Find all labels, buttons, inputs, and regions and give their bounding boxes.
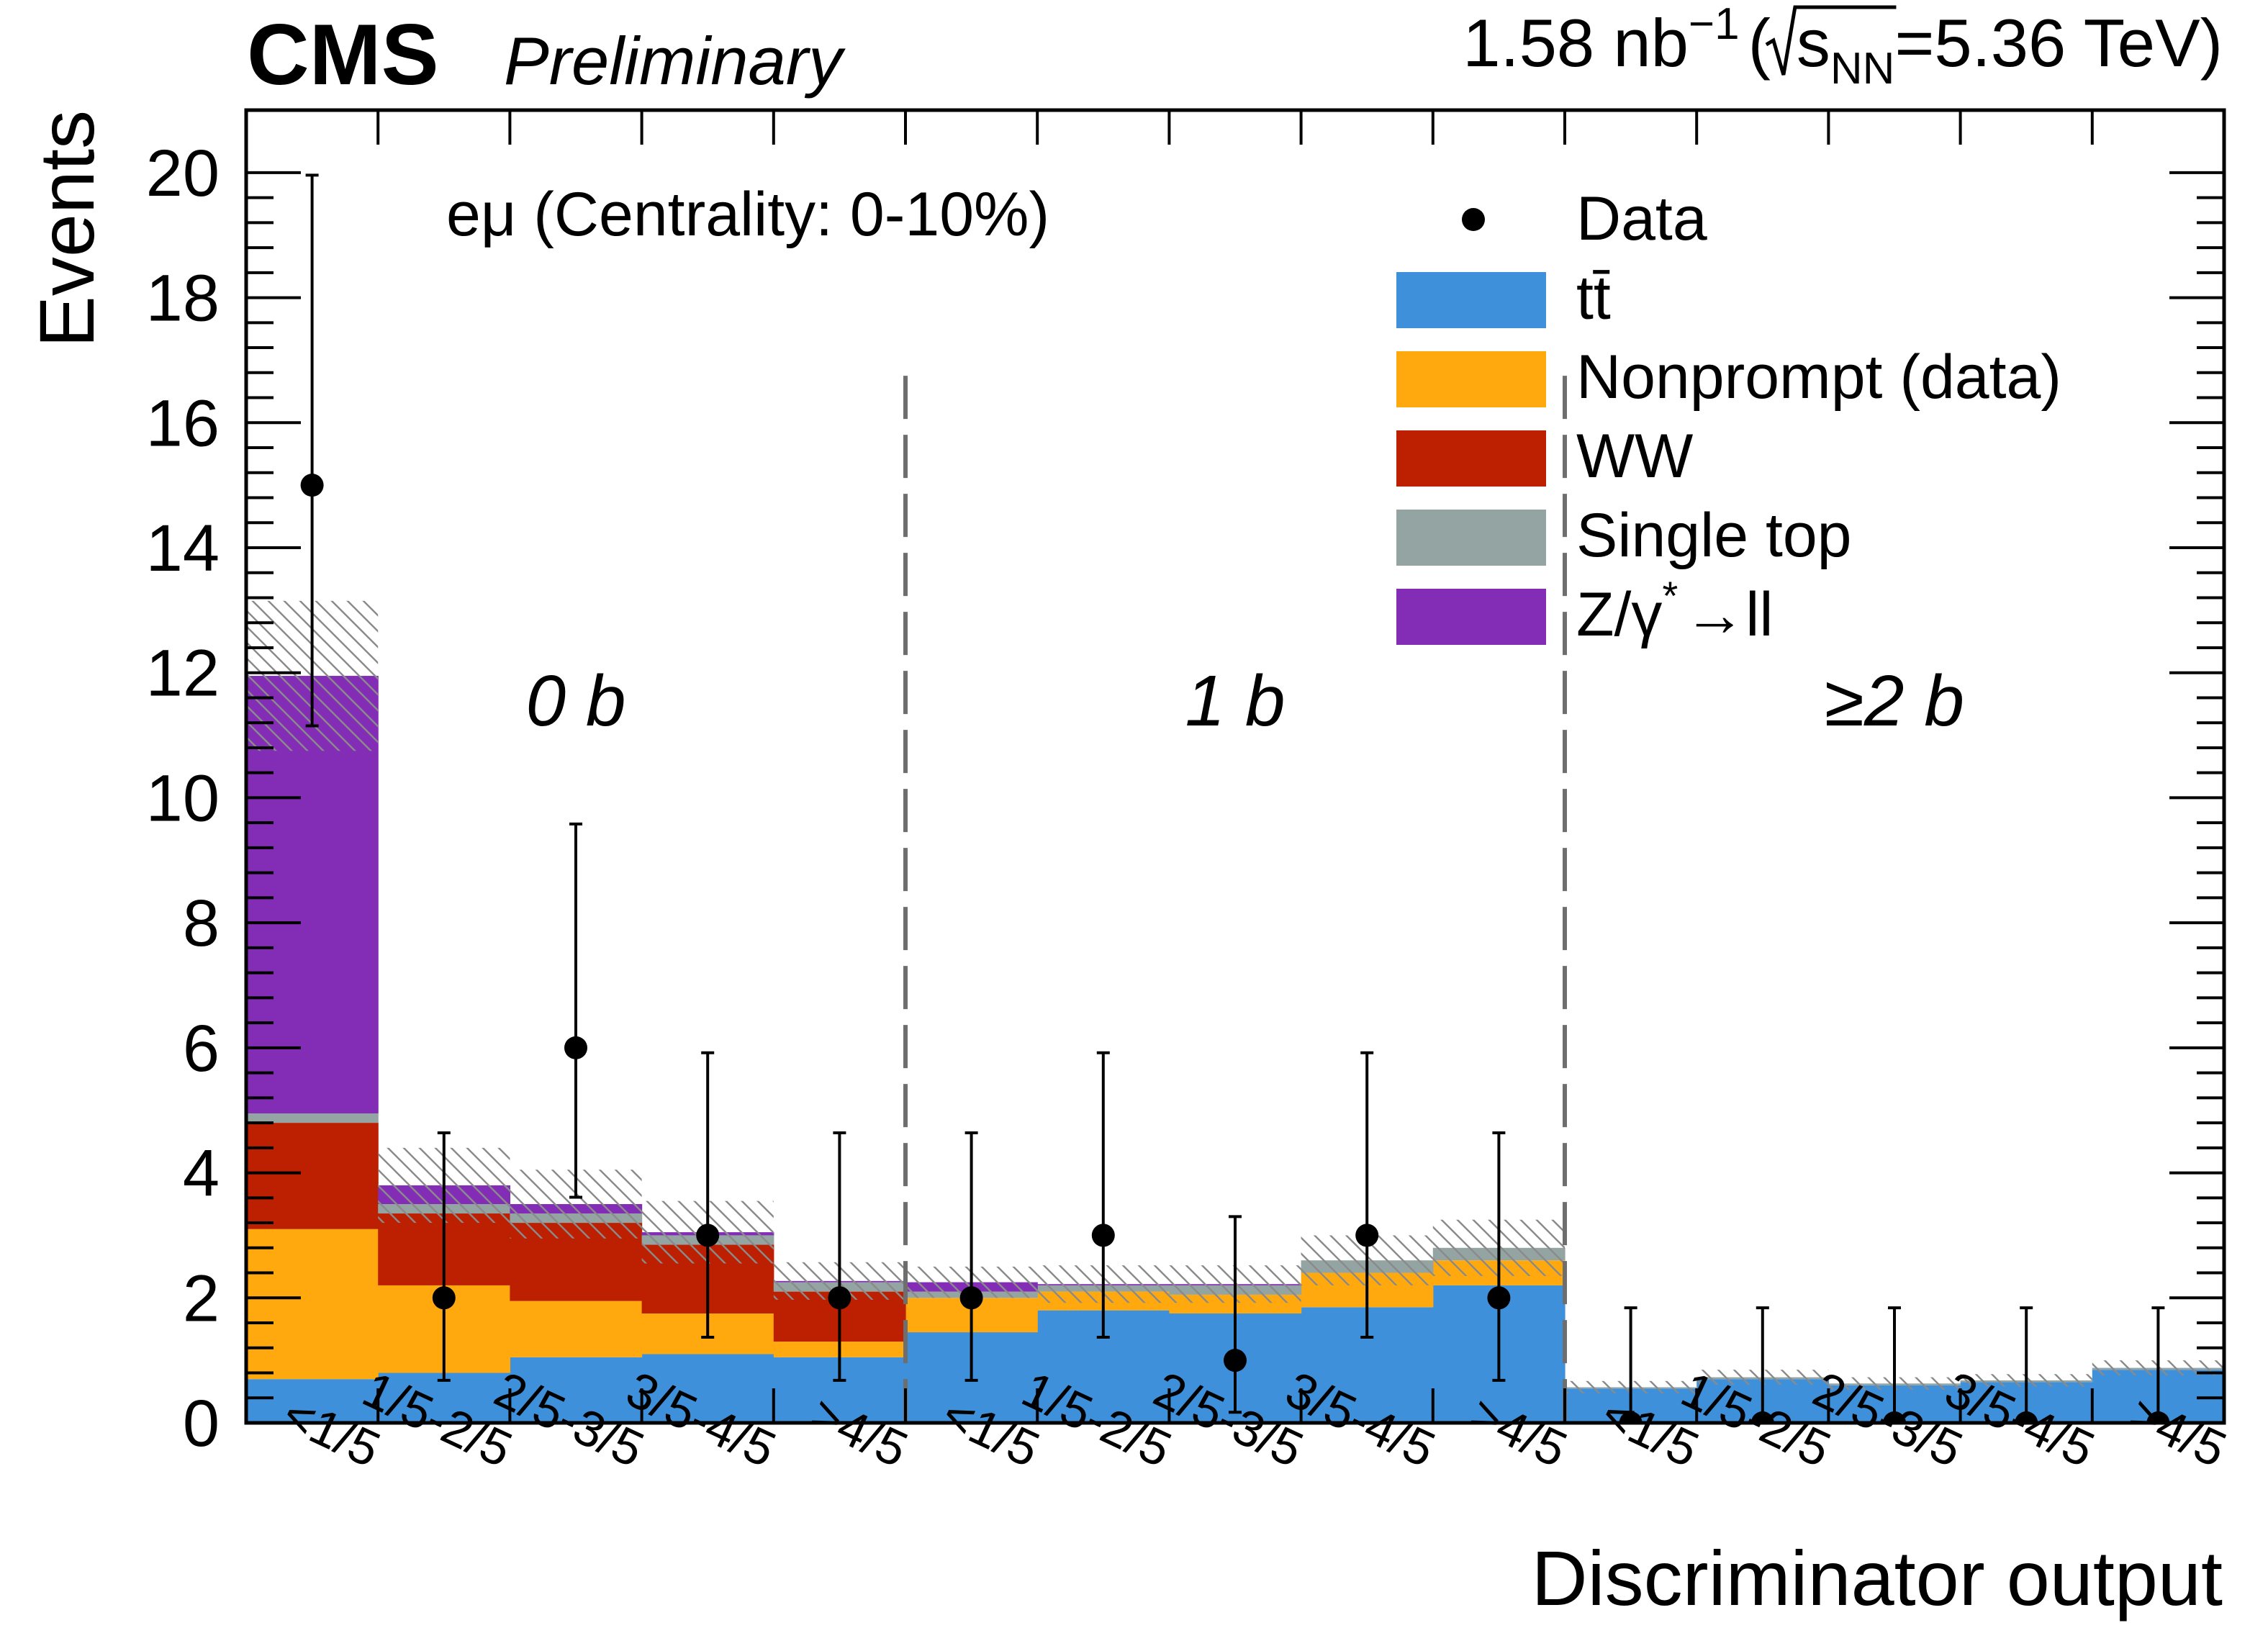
- data-point-3: [696, 1224, 720, 1247]
- y-tick-label: 2: [183, 1262, 220, 1335]
- data-point-6: [1091, 1224, 1115, 1247]
- bar-tt-0: [246, 1379, 379, 1423]
- region-label-1b: 1 b: [1185, 661, 1285, 741]
- legend-ttbar-swatch: [1396, 272, 1546, 328]
- legend-ww-label: WW: [1576, 422, 1693, 491]
- lumi-energy-label: 1.58 nb−1(sNN=5.36 TeV): [1463, 0, 2223, 94]
- axis-ticks: [245, 110, 2226, 1424]
- bar-nonprompt-data-0: [246, 1229, 379, 1380]
- region-label-2b: ≥2 b: [1825, 661, 1964, 741]
- bar-single-top-0: [246, 1113, 379, 1123]
- y-tick-label: 20: [146, 137, 220, 210]
- y-tick-label: 4: [183, 1137, 220, 1211]
- cms-label: CMS: [247, 6, 439, 103]
- data-point-8: [1355, 1224, 1379, 1247]
- legend-dy-star: *: [1662, 573, 1678, 618]
- sqrt-subscript: NN: [1830, 44, 1895, 94]
- lumi-exponent: −1: [1689, 0, 1740, 49]
- legend: Data tt̄ Nonprompt (data) WW Single top …: [1396, 184, 2061, 649]
- data-point-5: [959, 1286, 983, 1310]
- data-point-11: [1750, 1411, 1774, 1423]
- x-axis-title: Discriminator output: [1532, 1534, 2223, 1622]
- sqrt-sign-icon: [1765, 5, 1897, 76]
- data-point-14: [2146, 1411, 2170, 1423]
- energy-value: =5.36 TeV): [1894, 5, 2223, 81]
- legend-singletop-swatch: [1396, 510, 1546, 566]
- y-tick-label: 10: [146, 761, 220, 835]
- plot-frame: [244, 108, 2226, 1425]
- legend-singletop-label: Single top: [1576, 501, 1852, 570]
- legend-nonprompt-label: Nonprompt (data): [1576, 343, 2061, 412]
- preliminary-label: Preliminary: [504, 23, 846, 99]
- legend-ttbar-label: tt̄: [1576, 263, 1611, 333]
- lumi-value: 1.58 nb: [1463, 5, 1689, 81]
- legend-dy-swatch: [1396, 589, 1546, 645]
- y-tick-label: 6: [183, 1012, 220, 1085]
- y-tick-label: 12: [146, 637, 220, 710]
- plot-area: [246, 173, 2224, 1423]
- legend-ww-swatch: [1396, 430, 1546, 487]
- bar-nonprompt-data-2: [510, 1301, 643, 1357]
- data-point-7: [1224, 1349, 1247, 1373]
- legend-dy-label: Z/γ*→ll: [1576, 573, 1773, 649]
- legend-nonprompt-swatch: [1396, 351, 1546, 407]
- data-point-0: [300, 474, 324, 497]
- bar-tt-3: [641, 1354, 774, 1423]
- data-point-2: [564, 1036, 587, 1059]
- channel-label: eμ (Centrality: 0-10%): [446, 180, 1049, 249]
- data-points-layer: [300, 173, 2170, 1423]
- y-tick-label: 0: [183, 1387, 220, 1460]
- data-point-4: [828, 1286, 851, 1310]
- y-tick-label: 16: [146, 386, 220, 460]
- data-point-13: [2015, 1411, 2038, 1423]
- y-axis-title: Events: [23, 110, 110, 348]
- legend-dy-part1: Z/γ: [1576, 580, 1662, 649]
- y-tick-labels: 0 2 4 6 8 10 12 14 16 18 20: [146, 137, 220, 1460]
- data-point-1: [432, 1286, 456, 1310]
- bar-tt-2: [510, 1357, 643, 1423]
- legend-data-marker: [1462, 208, 1485, 231]
- legend-dy-part2: →ll: [1684, 580, 1773, 649]
- y-tick-label: 8: [183, 887, 220, 960]
- legend-data-label: Data: [1576, 184, 1707, 253]
- y-tick-label: 14: [146, 512, 220, 585]
- data-point-9: [1487, 1286, 1511, 1310]
- y-tick-label: 18: [146, 262, 220, 335]
- sqrt-s: s: [1797, 5, 1830, 81]
- data-point-10: [1619, 1411, 1643, 1423]
- region-label-0b: 0 b: [525, 661, 625, 741]
- data-point-12: [1883, 1411, 1906, 1423]
- bar-ww-0: [246, 1123, 379, 1229]
